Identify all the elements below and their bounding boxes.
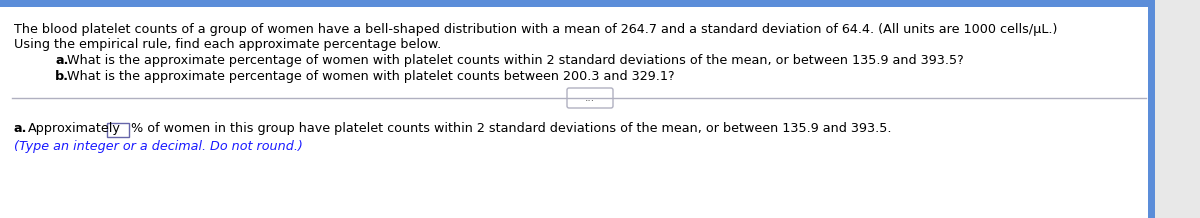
Bar — [0, 0, 1200, 7]
Text: % of women in this group have platelet counts within 2 standard deviations of th: % of women in this group have platelet c… — [131, 122, 892, 135]
Text: b.: b. — [55, 70, 70, 83]
Text: Using the empirical rule, find each approximate percentage below.: Using the empirical rule, find each appr… — [14, 38, 442, 51]
Text: a.: a. — [14, 122, 28, 135]
Text: a.: a. — [55, 54, 68, 67]
Text: Approximately: Approximately — [28, 122, 121, 135]
Bar — [1154, 0, 1200, 218]
Text: ...: ... — [584, 93, 595, 103]
Text: What is the approximate percentage of women with platelet counts within 2 standa: What is the approximate percentage of wo… — [67, 54, 964, 67]
FancyBboxPatch shape — [568, 88, 613, 108]
Bar — [1148, 0, 1154, 218]
Bar — [107, 123, 130, 137]
Text: What is the approximate percentage of women with platelet counts between 200.3 a: What is the approximate percentage of wo… — [67, 70, 674, 83]
Text: (Type an integer or a decimal. Do not round.): (Type an integer or a decimal. Do not ro… — [14, 140, 302, 153]
Text: The blood platelet counts of a group of women have a bell-shaped distribution wi: The blood platelet counts of a group of … — [14, 23, 1057, 36]
